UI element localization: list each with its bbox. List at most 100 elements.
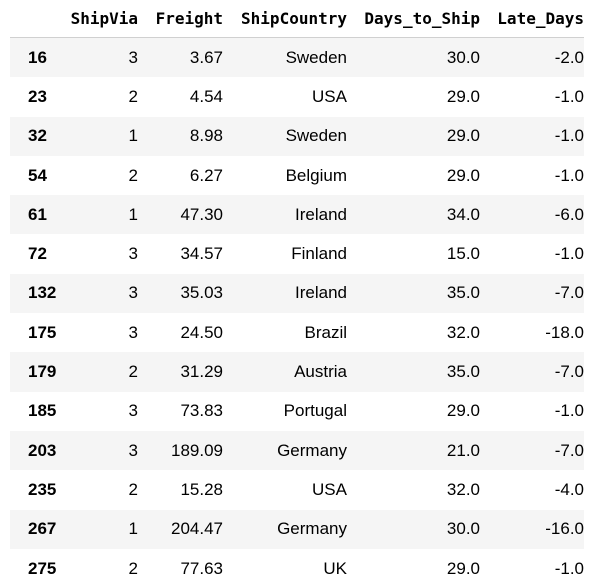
- shipcountry-cell: Germany: [223, 510, 347, 549]
- freight-cell: 31.29: [138, 352, 223, 391]
- shipcountry-cell: USA: [223, 77, 347, 116]
- shipcountry-cell: Germany: [223, 431, 347, 470]
- days-to-ship-cell: 30.0: [347, 510, 480, 549]
- row-index: 16: [10, 38, 70, 78]
- late-days-cell: -1.0: [480, 156, 584, 195]
- late-days-cell: -2.0: [480, 38, 584, 78]
- shipvia-cell: 3: [70, 274, 138, 313]
- days-to-ship-cell: 29.0: [347, 392, 480, 431]
- late-days-cell: -6.0: [480, 195, 584, 234]
- freight-cell: 204.47: [138, 510, 223, 549]
- column-header-shipvia: ShipVia: [70, 0, 138, 38]
- freight-cell: 34.57: [138, 234, 223, 273]
- late-days-cell: -1.0: [480, 77, 584, 116]
- row-index: 175: [10, 313, 70, 352]
- shipcountry-cell: Austria: [223, 352, 347, 391]
- shipvia-cell: 2: [70, 156, 138, 195]
- days-to-ship-cell: 15.0: [347, 234, 480, 273]
- shipcountry-cell: Brazil: [223, 313, 347, 352]
- late-days-cell: -7.0: [480, 274, 584, 313]
- shipcountry-cell: Sweden: [223, 38, 347, 78]
- late-days-cell: -1.0: [480, 392, 584, 431]
- late-days-cell: -1.0: [480, 549, 584, 588]
- shipvia-cell: 2: [70, 77, 138, 116]
- shipvia-cell: 3: [70, 38, 138, 78]
- days-to-ship-cell: 21.0: [347, 431, 480, 470]
- shipcountry-cell: Ireland: [223, 195, 347, 234]
- row-index: 179: [10, 352, 70, 391]
- shipcountry-cell: Sweden: [223, 117, 347, 156]
- days-to-ship-cell: 35.0: [347, 274, 480, 313]
- days-to-ship-cell: 32.0: [347, 313, 480, 352]
- days-to-ship-cell: 32.0: [347, 470, 480, 509]
- shipcountry-cell: Portugal: [223, 392, 347, 431]
- days-to-ship-cell: 30.0: [347, 38, 480, 78]
- row-index: 132: [10, 274, 70, 313]
- freight-cell: 77.63: [138, 549, 223, 588]
- days-to-ship-cell: 29.0: [347, 117, 480, 156]
- row-index: 275: [10, 549, 70, 588]
- freight-cell: 4.54: [138, 77, 223, 116]
- column-header-days-to-ship: Days_to_Ship: [347, 0, 480, 38]
- freight-cell: 6.27: [138, 156, 223, 195]
- shipvia-cell: 2: [70, 549, 138, 588]
- freight-cell: 73.83: [138, 392, 223, 431]
- shipcountry-cell: UK: [223, 549, 347, 588]
- shipvia-cell: 3: [70, 392, 138, 431]
- days-to-ship-cell: 29.0: [347, 549, 480, 588]
- shipcountry-cell: Ireland: [223, 274, 347, 313]
- shipvia-cell: 1: [70, 195, 138, 234]
- late-days-cell: -7.0: [480, 431, 584, 470]
- late-days-cell: -7.0: [480, 352, 584, 391]
- freight-cell: 189.09: [138, 431, 223, 470]
- column-header-late-days: Late_Days: [480, 0, 584, 38]
- column-header-freight: Freight: [138, 0, 223, 38]
- freight-cell: 8.98: [138, 117, 223, 156]
- shipvia-cell: 3: [70, 234, 138, 273]
- row-index: 32: [10, 117, 70, 156]
- days-to-ship-cell: 29.0: [347, 156, 480, 195]
- shipvia-cell: 1: [70, 510, 138, 549]
- shipcountry-cell: Belgium: [223, 156, 347, 195]
- row-index: 72: [10, 234, 70, 273]
- index-header: [10, 0, 70, 38]
- days-to-ship-cell: 29.0: [347, 77, 480, 116]
- shipvia-cell: 3: [70, 313, 138, 352]
- late-days-cell: -18.0: [480, 313, 584, 352]
- freight-cell: 3.67: [138, 38, 223, 78]
- shipvia-cell: 1: [70, 117, 138, 156]
- shipvia-cell: 2: [70, 470, 138, 509]
- header-row: ShipVia Freight ShipCountry Days_to_Ship…: [10, 0, 584, 38]
- shipvia-cell: 3: [70, 431, 138, 470]
- row-index: 54: [10, 156, 70, 195]
- shipvia-cell: 2: [70, 352, 138, 391]
- table-header: ShipVia Freight ShipCountry Days_to_Ship…: [10, 0, 584, 38]
- late-days-cell: -4.0: [480, 470, 584, 509]
- late-days-cell: -1.0: [480, 117, 584, 156]
- dataframe-table: ShipVia Freight ShipCountry Days_to_Ship…: [10, 0, 584, 588]
- shipcountry-cell: Finland: [223, 234, 347, 273]
- days-to-ship-cell: 34.0: [347, 195, 480, 234]
- column-header-shipcountry: ShipCountry: [223, 0, 347, 38]
- row-index: 61: [10, 195, 70, 234]
- days-to-ship-cell: 35.0: [347, 352, 480, 391]
- row-index: 267: [10, 510, 70, 549]
- freight-cell: 15.28: [138, 470, 223, 509]
- late-days-cell: -1.0: [480, 234, 584, 273]
- shipcountry-cell: USA: [223, 470, 347, 509]
